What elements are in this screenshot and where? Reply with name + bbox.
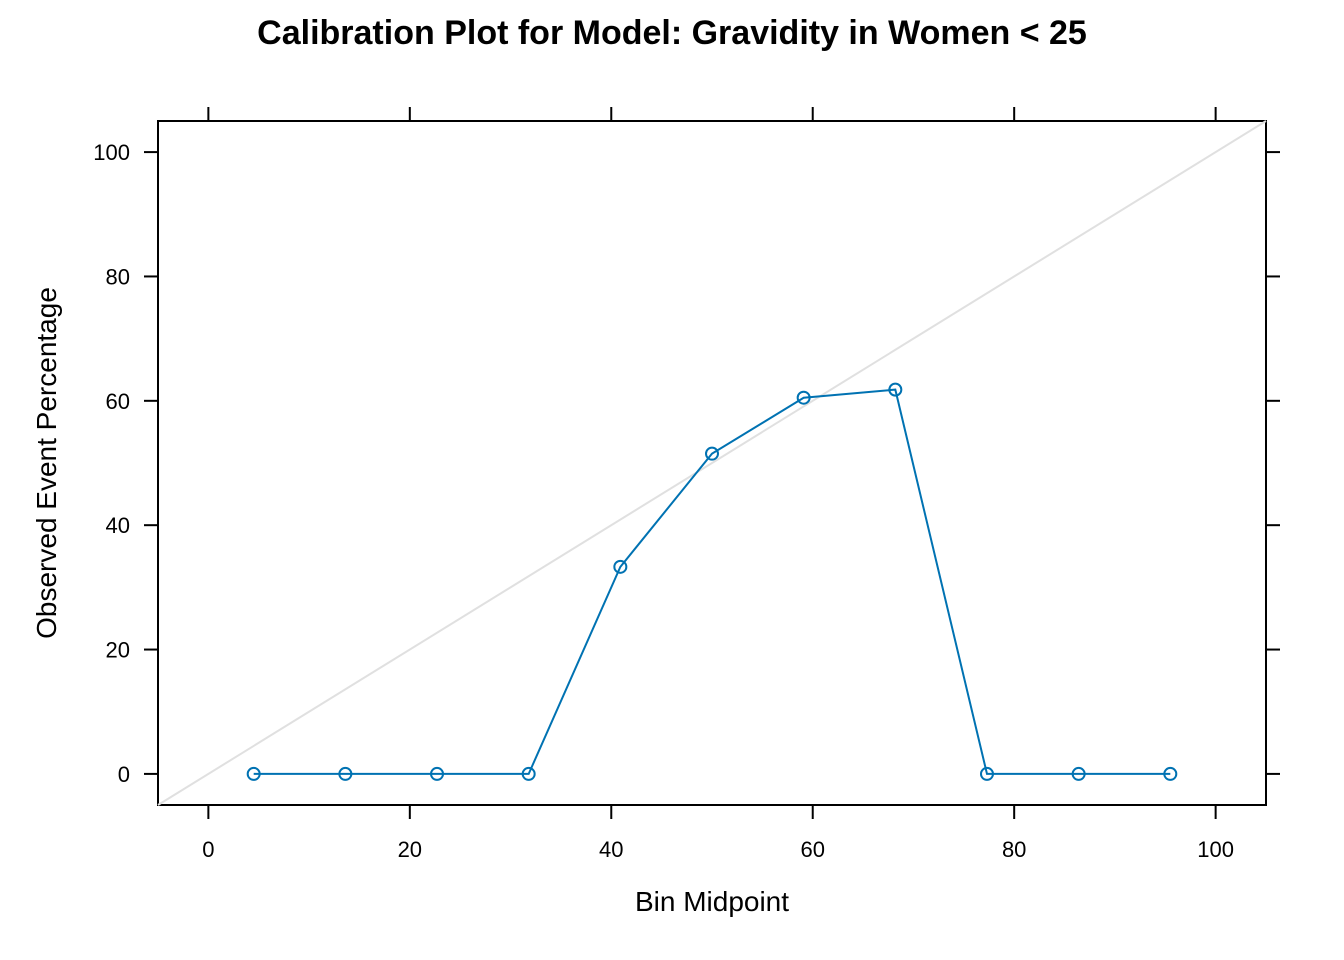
x-tick-label: 100 bbox=[1197, 837, 1234, 862]
series-group bbox=[246, 382, 1178, 781]
y-tick-label: 100 bbox=[93, 140, 130, 165]
data-point bbox=[1071, 766, 1086, 781]
axis-ticks: 0 20 40 60 80 100 0 20 40 60 80 100 bbox=[93, 107, 1280, 862]
reference-diagonal-line bbox=[157, 120, 1267, 806]
data-point bbox=[1163, 766, 1178, 781]
data-point bbox=[888, 382, 903, 397]
x-tick-label: 80 bbox=[1002, 837, 1026, 862]
data-point bbox=[430, 766, 445, 781]
x-tick-label: 20 bbox=[398, 837, 422, 862]
y-tick-label: 0 bbox=[118, 762, 130, 787]
x-tick-label: 40 bbox=[599, 837, 623, 862]
x-tick-label: 0 bbox=[202, 837, 214, 862]
y-axis-label: Observed Event Percentage bbox=[31, 287, 62, 639]
y-tick-label: 60 bbox=[106, 389, 130, 414]
series-line bbox=[253, 388, 1171, 775]
data-point bbox=[613, 559, 628, 574]
data-point bbox=[979, 766, 994, 781]
plot-frame bbox=[157, 120, 1267, 806]
chart-title: Calibration Plot for Model: Gravidity in… bbox=[257, 14, 1087, 52]
data-point bbox=[338, 766, 353, 781]
x-axis-label: Bin Midpoint bbox=[635, 886, 789, 917]
plot-area: 0 20 40 60 80 100 0 20 40 60 80 100 bbox=[93, 107, 1280, 862]
y-tick-label: 20 bbox=[106, 638, 130, 663]
x-tick-label: 60 bbox=[800, 837, 824, 862]
data-point bbox=[705, 446, 719, 461]
y-tick-label: 80 bbox=[106, 264, 130, 289]
data-point bbox=[521, 766, 536, 781]
data-point bbox=[796, 390, 811, 405]
y-tick-label: 40 bbox=[106, 513, 130, 538]
data-point bbox=[246, 766, 261, 781]
